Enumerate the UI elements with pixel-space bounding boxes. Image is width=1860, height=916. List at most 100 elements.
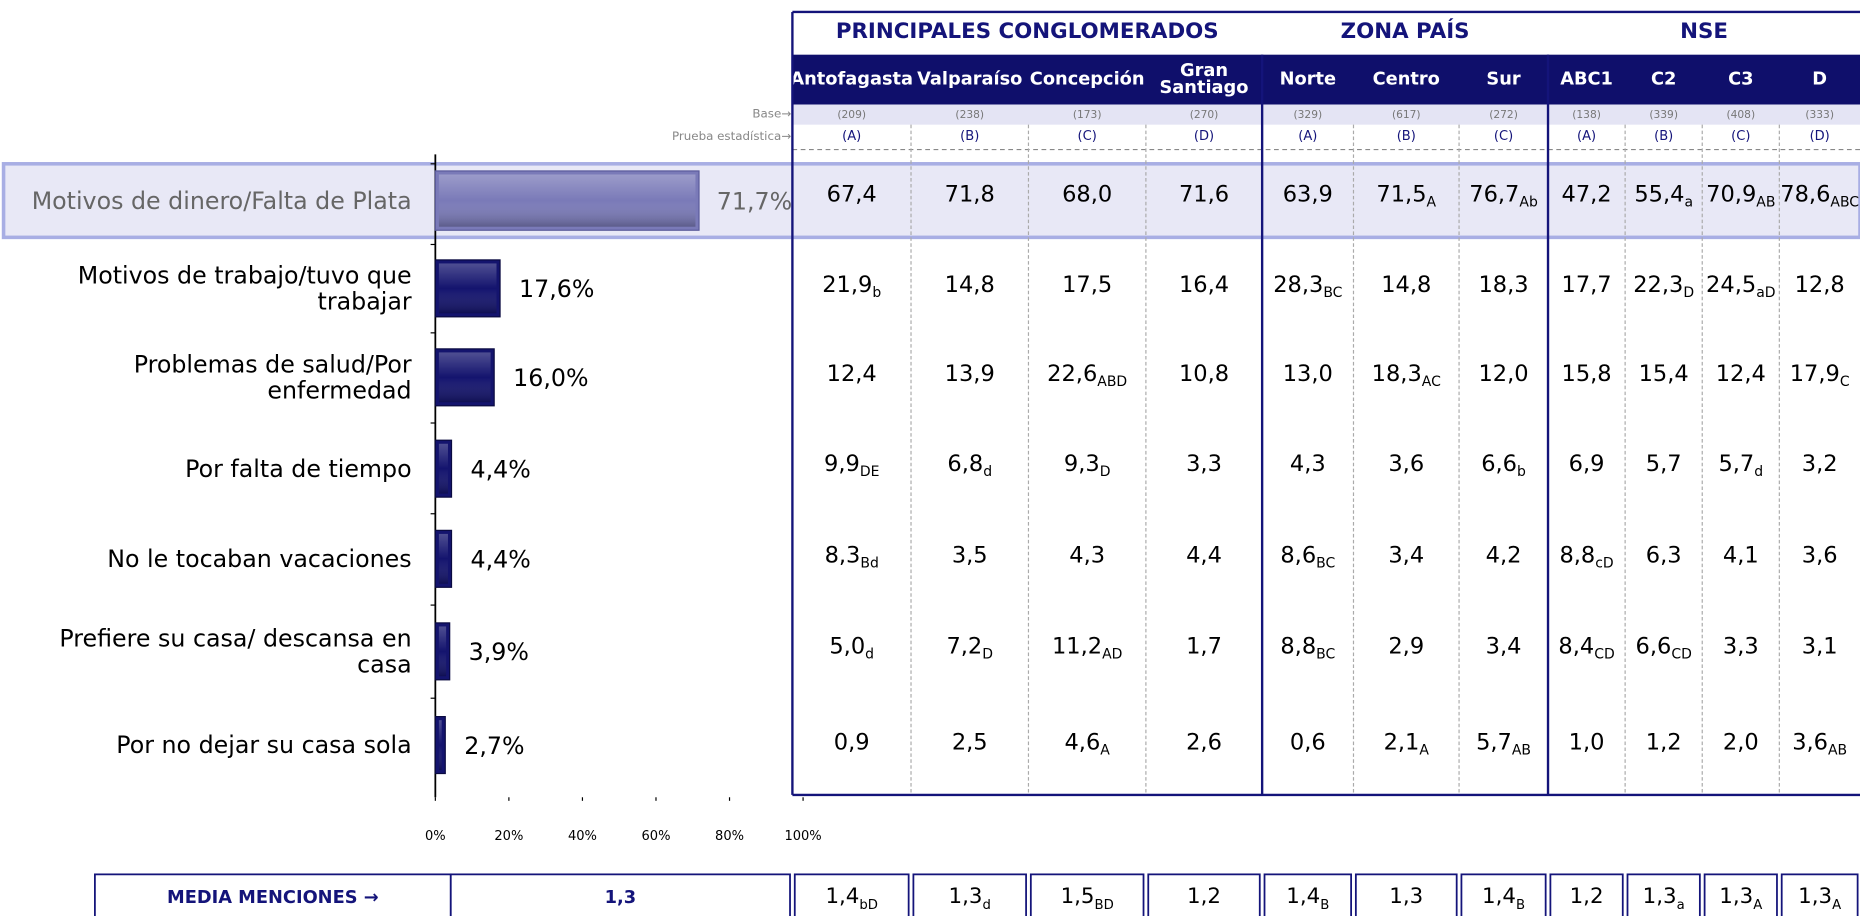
cell-value: 1,3 [949,884,983,909]
media-cell-box [1147,873,1261,916]
media-label-box [94,873,452,916]
cell-value: 68,0 [1062,181,1112,207]
base-value: (209) [837,108,866,121]
table-cell: 2,6 [1186,729,1222,755]
cell-value: 18,3 [1478,271,1528,297]
value-label: 3,9% [469,638,529,666]
cell-value: 14,8 [1381,271,1431,297]
base-value: (333) [1805,108,1834,121]
cell-value: 22,6 [1047,360,1097,386]
text-line: Problemas de salud/Por [134,350,412,378]
cell-value: 10,8 [1179,360,1229,386]
media-cell-box [1263,873,1352,916]
table-cell: 63,9 [1283,181,1333,207]
table-cell: 3,6 [1802,542,1838,568]
cell-value: 3,6 [1792,729,1828,755]
table-cell: 3,5 [952,542,988,568]
media-cell-box [912,873,1027,916]
value-label: 2,7% [464,732,524,760]
cell-value: 5,7 [1718,450,1754,476]
text-line: Motivos de dinero/Falta de Plata [32,186,412,214]
table-cell: 12,8 [1795,271,1845,297]
cell-value: 6,6 [1636,633,1672,659]
table-cell: 18,3AC [1372,360,1441,390]
table-cell: 8,3Bd [825,542,879,572]
cell-sub: DE [860,464,880,480]
table-cell: 14,8 [945,271,995,297]
table-cell: 76,7Ab [1469,181,1538,211]
cell-value: 6,9 [1569,450,1605,476]
cell-value: 1,3 [1643,884,1677,909]
highlight-band [1,162,1860,240]
cell-value: 47,2 [1562,181,1612,207]
cell-value: 4,4 [1186,542,1222,568]
cell-sub: AD [1102,647,1122,663]
text-line: D [1812,69,1827,90]
text-line: enfermedad [267,376,411,404]
table-cell: 13,0 [1283,360,1333,386]
media-cell: 1,3 [1389,884,1423,909]
cell-value: 6,6 [1481,450,1517,476]
table-cell: 71,8 [945,181,995,207]
table-cell: 9,9DE [824,450,879,480]
cell-value: 22,3 [1633,271,1683,297]
cell-value: 28,3 [1273,271,1323,297]
cell-value: 12,0 [1478,360,1528,386]
table-cell: 7,2D [946,633,993,663]
cell-value: 1,4 [1482,884,1516,909]
table-cell: 12,4 [1716,360,1766,386]
table-cell: 6,6CD [1636,633,1692,663]
text-line: Centro [1373,69,1440,90]
bar-shine [438,352,491,403]
x-tick-label: 20% [494,829,523,844]
group-header: ZONA PAÍS [1341,18,1470,44]
base-value: (238) [955,108,984,121]
column-header: D [1812,69,1827,90]
cell-value: 18,3 [1372,360,1422,386]
table-cell: 5,7AB [1476,729,1531,758]
cell-sub: a [1684,195,1693,211]
cell-sub: a [1677,897,1685,912]
cell-value: 1,2 [1646,729,1682,755]
media-label: MEDIA MENCIONES → [167,887,379,908]
text-line: C3 [1728,69,1753,90]
bar-shine [438,626,447,677]
cell-value: 21,9 [822,271,872,297]
cell-value: 67,4 [827,181,877,207]
table-cell: 18,3 [1478,271,1528,297]
x-tick-label: 60% [641,829,670,844]
column-header: Sur [1486,69,1520,90]
table-cell: 8,8cD [1559,542,1613,572]
cell-value: 4,1 [1723,542,1759,568]
media-total: 1,3 [605,887,637,908]
column-header-band [792,54,1860,105]
table-cell: 4,1 [1723,542,1759,568]
cell-value: 14,8 [945,271,995,297]
media-cell: 1,5BD [1061,884,1114,912]
cell-value: 3,3 [1723,633,1759,659]
cell-sub: d [983,897,991,912]
table-cell: 71,6 [1179,181,1229,207]
cell-sub: b [1517,464,1526,480]
cell-sub: AB [1512,743,1531,759]
cell-value: 4,3 [1069,542,1105,568]
category-label: Prefiere su casa/ descansa en casa [59,624,411,678]
table-cell: 70,9AB [1706,181,1775,211]
column-header: Gran Santiago [1160,60,1249,98]
category-label: Por falta de tiempo [185,454,411,482]
cell-value: 71,6 [1179,181,1229,207]
cell-value: 2,0 [1723,729,1759,755]
cell-sub: BC [1316,555,1335,571]
value-label: 17,6% [519,275,594,303]
cell-value: 3,6 [1802,542,1838,568]
table-cell: 68,0 [1062,181,1112,207]
column-header: Norte [1280,69,1336,90]
cell-value: 71,8 [945,181,995,207]
cell-value: 1,2 [1187,884,1221,909]
cell-value: 76,7 [1469,181,1519,207]
cell-value: 16,4 [1179,271,1229,297]
media-cell-box [793,873,910,916]
cell-value: 8,8 [1559,542,1595,568]
value-label: 16,0% [513,364,588,392]
cell-value: 17,7 [1562,271,1612,297]
